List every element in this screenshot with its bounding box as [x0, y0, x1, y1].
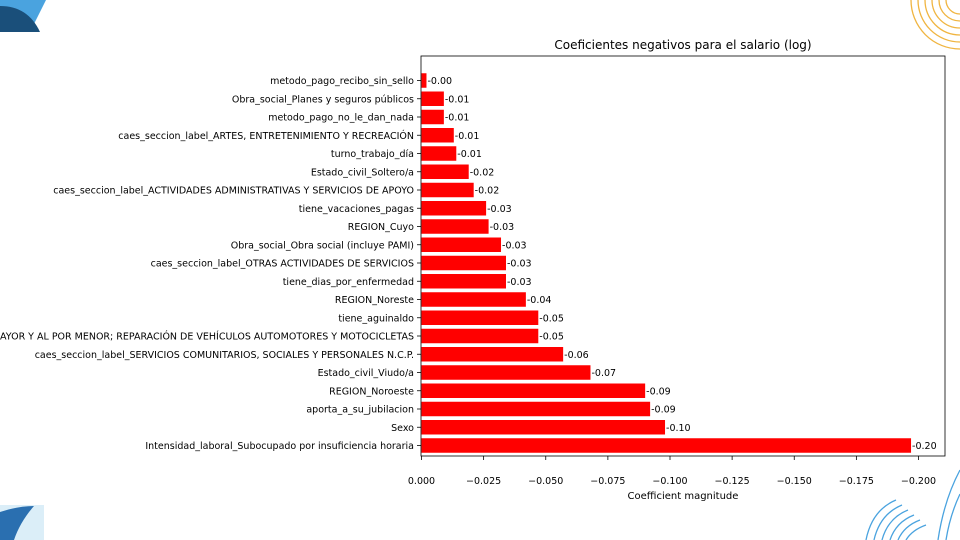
plot-frame	[420, 55, 946, 457]
bar	[421, 73, 427, 88]
category-label: REGION_Noreste	[335, 295, 414, 306]
x-tick-label: −0.075	[590, 476, 625, 487]
bars-layer: -0.00 -0.01 -0.01 -0.01 -0.01 -0.02 -0.02 -0.03…	[421, 73, 937, 453]
bar	[421, 182, 474, 198]
bar	[421, 146, 457, 161]
bar	[421, 255, 506, 271]
category-label: Estado_civil_Viudo/a	[318, 368, 414, 379]
bar-value-label: -0.06	[564, 350, 589, 361]
category-label: Obra_social_Obra social (incluye PAMI)	[231, 240, 414, 251]
bar	[421, 91, 444, 106]
chart-title: Coeficientes negativos para el salario (…	[554, 38, 811, 52]
category-label: caes_seccion_label_SERVICIOS COMUNITARIO…	[35, 350, 414, 361]
category-label: tiene_dias_por_enfermedad	[283, 277, 414, 288]
bar-value-label: -0.20	[912, 441, 937, 452]
category-label: REGION_Noroeste	[329, 386, 414, 397]
category-label: Estado_civil_Soltero/a	[311, 167, 414, 178]
category-label: metodo_pago_no_le_dan_nada	[268, 113, 414, 124]
x-tick-label: −0.050	[528, 476, 563, 487]
x-tick-label: −0.100	[652, 476, 687, 487]
gold-arcs-top-right	[910, 0, 960, 50]
bar-value-label: -0.09	[651, 405, 676, 416]
x-tick-label: −0.175	[839, 476, 874, 487]
bar-value-label: -0.07	[591, 368, 616, 379]
bar-value-label: -0.05	[539, 332, 564, 343]
bar-value-label: -0.03	[502, 240, 527, 251]
bar-value-label: -0.01	[445, 94, 470, 105]
bar	[421, 438, 912, 453]
category-label: caes_seccion_label_ACTIVIDADES ADMINISTR…	[53, 186, 414, 197]
bar-value-label: -0.03	[507, 277, 532, 288]
x-tick-label: 0.000	[408, 476, 435, 487]
bar-value-label: -0.02	[470, 167, 495, 178]
blue-arcs-bottom-right	[865, 469, 960, 540]
bar-value-label: -0.03	[507, 259, 532, 270]
category-label: caes_seccion_label_ARTES, ENTRETENIMIENT…	[118, 130, 414, 142]
x-axis-title: Coefficient magnitude	[628, 491, 739, 502]
category-label: caes_seccion_label_OTRAS ACTIVIDADES DE …	[151, 259, 414, 270]
y-axis: metodo_pago_recibo_sin_sello Obra_social_…	[0, 76, 421, 452]
bar	[421, 219, 489, 234]
bar-value-label: -0.01	[457, 149, 482, 160]
category-label: REGION_Cuyo	[348, 222, 414, 233]
bar	[421, 347, 564, 362]
category-label: MAYOR Y AL POR MENOR; REPARACIÓN DE VEHÍ…	[0, 331, 414, 343]
category-label: tiene_vacaciones_pagas	[299, 204, 414, 215]
bar	[421, 274, 506, 289]
bar-value-label: -0.05	[539, 313, 564, 324]
bar	[421, 420, 666, 435]
corner-shape-bottom-left-dark	[0, 506, 34, 540]
bar	[421, 365, 591, 380]
bar-value-label: -0.10	[666, 423, 691, 434]
category-label: Obra_social_Planes y seguros públicos	[232, 94, 414, 105]
category-label: Intensidad_laboral_Subocupado por insufi…	[145, 441, 414, 452]
bar-value-label: -0.01	[455, 131, 480, 142]
bar	[421, 201, 487, 216]
category-label: turno_trabajo_día	[331, 149, 414, 160]
x-tick-label: −0.200	[901, 476, 936, 487]
bar-value-label: -0.09	[646, 386, 671, 397]
x-tick-label: −0.125	[715, 476, 750, 487]
bar-value-label: -0.01	[445, 113, 470, 124]
category-label: metodo_pago_recibo_sin_sello	[270, 76, 414, 87]
bar-value-label: -0.03	[490, 222, 515, 233]
bar	[421, 164, 469, 179]
bar	[421, 328, 539, 344]
bar-value-label: -0.04	[527, 295, 552, 306]
bar	[421, 128, 454, 143]
bar-value-label: -0.00	[427, 76, 452, 87]
bar-value-label: -0.02	[475, 186, 500, 197]
bar	[421, 292, 526, 307]
bar	[421, 109, 444, 125]
corner-shape-top-left-dark	[0, 6, 40, 32]
category-label: aporta_a_su_jubilacion	[306, 405, 414, 416]
category-label: tiene_aguinaldo	[338, 313, 414, 324]
x-tick-label: −0.150	[777, 476, 812, 487]
x-axis: 0.000 −0.025 −0.050 −0.075 −0.100 −0.125 −0.15…	[408, 456, 936, 487]
bar	[421, 383, 646, 398]
category-label: Sexo	[391, 423, 414, 434]
bar-value-label: -0.03	[487, 204, 512, 215]
bar	[421, 237, 502, 252]
x-tick-label: −0.025	[466, 476, 501, 487]
bar	[421, 401, 651, 417]
bar	[421, 310, 539, 325]
